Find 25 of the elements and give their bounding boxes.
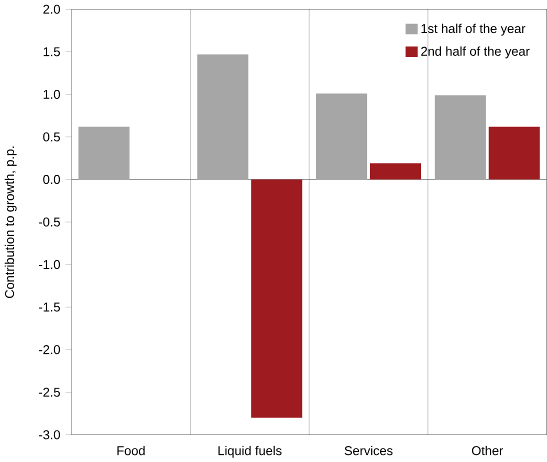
y-tick-label: -3.0	[39, 430, 60, 440]
bar	[488, 126, 540, 180]
bar	[316, 93, 368, 180]
x-tick-label: Food	[117, 446, 145, 455]
x-tick-label: Other	[472, 446, 504, 455]
y-tick-label: -1.0	[39, 260, 60, 269]
legend-label: 1st half of the year	[422, 23, 526, 36]
y-tick-label: -2.0	[39, 344, 60, 354]
bar	[78, 126, 130, 180]
y-tick-label: 1.0	[44, 90, 60, 99]
y-tick-label: 2.0	[43, 4, 60, 14]
x-tick-label: Services	[344, 446, 393, 455]
y-tick-label: -1.5	[39, 302, 60, 312]
y-tick-label: -0.5	[39, 217, 60, 226]
legend-label: 2nd half of the year	[421, 46, 530, 58]
y-tick-label: 0.0	[43, 174, 60, 184]
bar	[370, 163, 422, 180]
x-tick-label: Liquid fuels	[218, 446, 282, 458]
y-axis-title: Contribution to growth, p.p.	[4, 146, 17, 298]
y-tick-label: -2.5	[39, 387, 60, 397]
y-tick-label: 0.5	[43, 132, 60, 142]
bar	[197, 54, 248, 180]
y-tick-label: 1.5	[44, 47, 60, 56]
bar	[434, 94, 486, 180]
bar	[251, 179, 302, 418]
